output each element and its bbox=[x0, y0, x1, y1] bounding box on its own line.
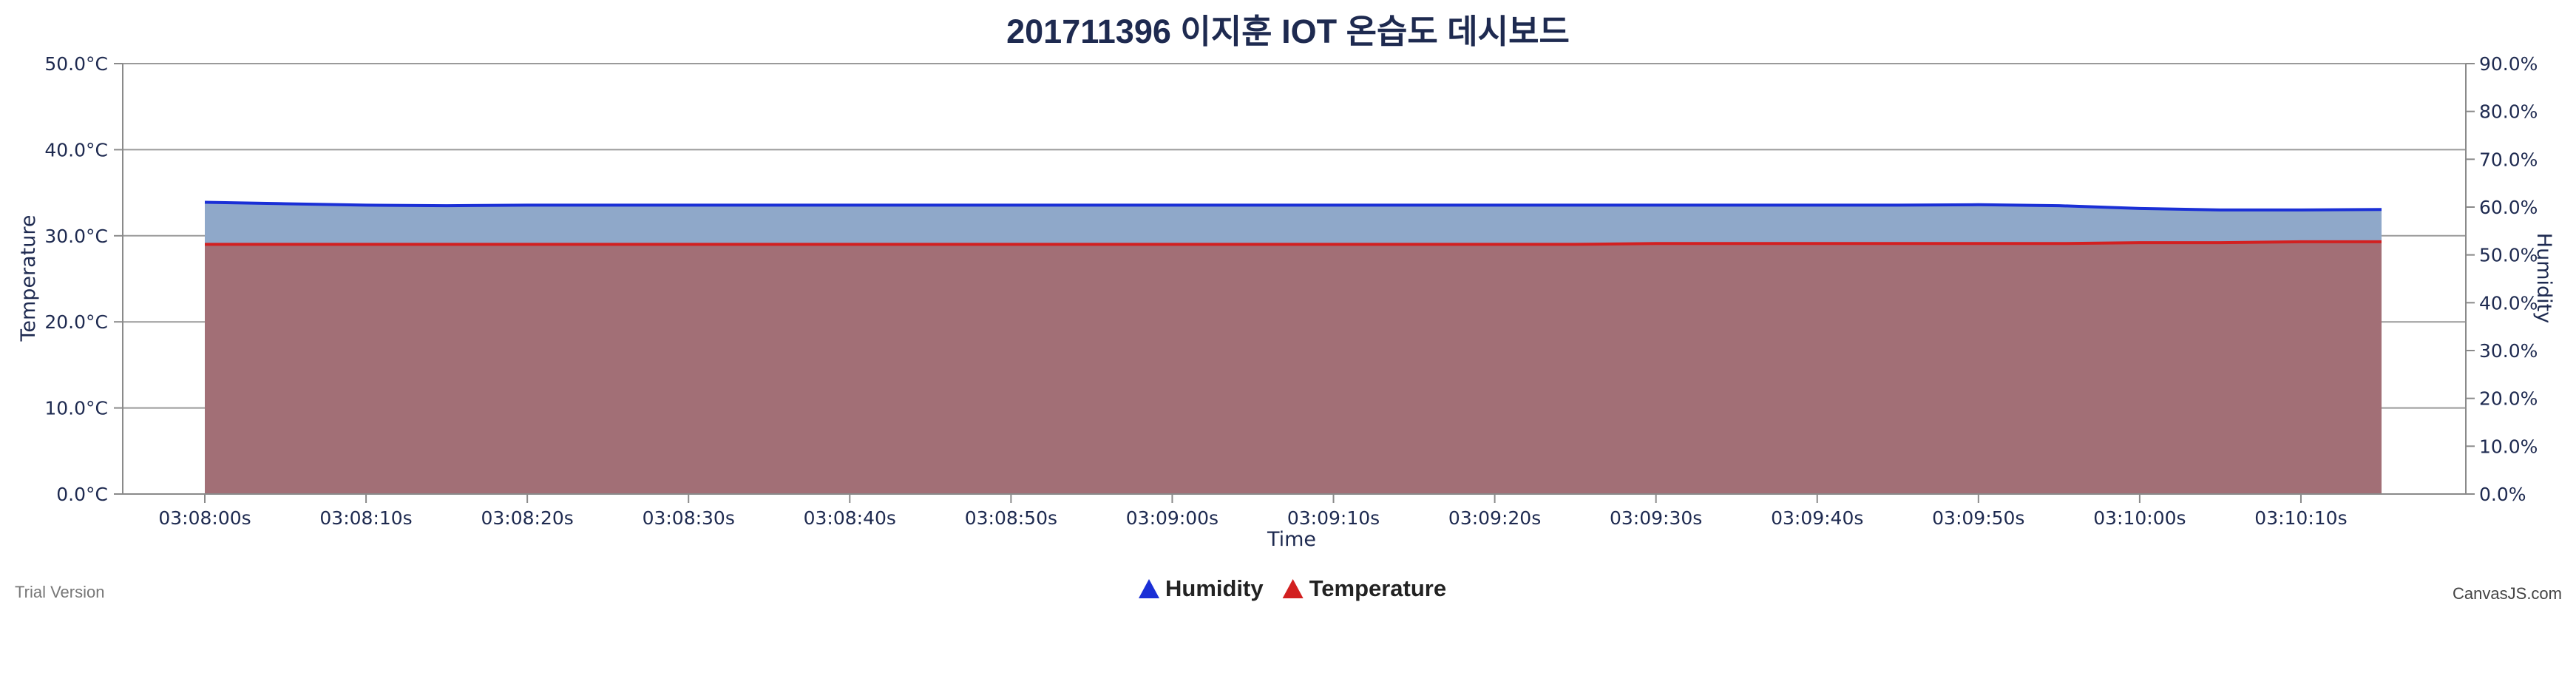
y2-tick-label: 20.0% bbox=[2479, 388, 2538, 410]
x-tick-label: 03:08:30s bbox=[643, 507, 735, 529]
x-axis-title: Time bbox=[1267, 528, 1316, 551]
y-tick-label: 0.0°C bbox=[56, 484, 108, 505]
trial-version-label: Trial Version bbox=[15, 583, 104, 601]
x-tick-label: 03:08:20s bbox=[481, 507, 573, 529]
series-line-humidity bbox=[204, 200, 2382, 212]
legend-label-humidity: Humidity bbox=[1165, 575, 1264, 601]
y2-tick-label: 80.0% bbox=[2479, 101, 2538, 123]
y-tick-label: 20.0°C bbox=[44, 311, 108, 333]
x-tick-label: 03:09:40s bbox=[1771, 507, 1863, 529]
x-tick-label: 03:08:50s bbox=[965, 507, 1057, 529]
x-tick-label: 03:08:00s bbox=[158, 507, 251, 529]
y-tick-label: 50.0°C bbox=[44, 53, 108, 75]
y-tick-label: 30.0°C bbox=[44, 226, 108, 247]
y2-axis-title: Humidity bbox=[2532, 233, 2555, 323]
chart-title: 201711396 이지훈 IOT 온습도 데시보드 bbox=[1006, 13, 1570, 50]
axes: 0.0°C 10.0°C 20.0°C 30.0°C 40.0°C 50.0°C 0.0% 1… bbox=[44, 53, 2538, 529]
x-tick-label: 03:09:10s bbox=[1287, 507, 1380, 529]
y2-tick-label: 0.0% bbox=[2479, 484, 2526, 505]
y-tick-label: 40.0°C bbox=[44, 139, 108, 160]
legend-label-temperature: Temperature bbox=[1309, 575, 1447, 601]
legend-marker-humidity bbox=[1139, 579, 1159, 598]
canvasjs-credit-link[interactable]: CanvasJS.com bbox=[2453, 584, 2562, 603]
y2-tick-label: 50.0% bbox=[2479, 245, 2538, 266]
x-tick-label: 03:08:40s bbox=[804, 507, 896, 529]
x-tick-label: 03:09:50s bbox=[1932, 507, 2024, 529]
y2-tick-label: 40.0% bbox=[2479, 292, 2538, 314]
y-tick-label: 10.0°C bbox=[44, 398, 108, 419]
plot-area bbox=[204, 200, 2382, 494]
x-tick-label: 03:09:00s bbox=[1126, 507, 1218, 529]
x-tick-label: 03:10:00s bbox=[2093, 507, 2186, 529]
y-axis-title: Temperature bbox=[17, 214, 40, 342]
legend-marker-temperature bbox=[1282, 579, 1304, 598]
x-tick-label: 03:09:20s bbox=[1448, 507, 1541, 529]
x-tick-label: 03:08:10s bbox=[319, 507, 412, 529]
y2-tick-label: 10.0% bbox=[2479, 436, 2538, 457]
y2-tick-label: 70.0% bbox=[2479, 149, 2538, 170]
y2-tick-label: 60.0% bbox=[2479, 197, 2538, 218]
x-tick-label: 03:10:10s bbox=[2254, 507, 2347, 529]
y2-tick-label: 30.0% bbox=[2479, 340, 2538, 362]
series-line-temperature bbox=[205, 240, 2382, 246]
legend: Humidity Temperature bbox=[1139, 575, 1446, 601]
series-area-temperature bbox=[205, 241, 2382, 494]
x-tick-label: 03:09:30s bbox=[1610, 507, 1702, 529]
y2-tick-label: 90.0% bbox=[2479, 53, 2538, 75]
